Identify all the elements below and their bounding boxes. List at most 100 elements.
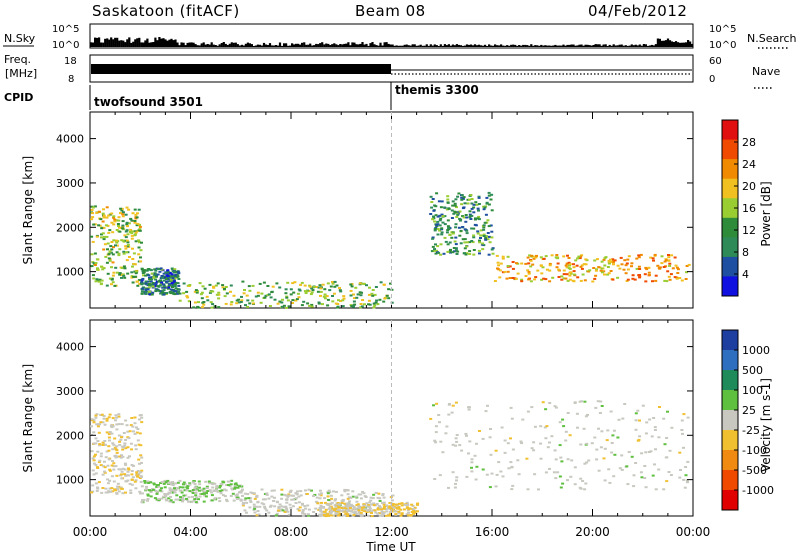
velocity-cell (280, 497, 284, 500)
power-cell (685, 271, 688, 274)
power-cell (622, 268, 626, 271)
power-cbar-swatch (722, 276, 738, 297)
power-cell (246, 305, 250, 308)
power-cell (173, 277, 177, 280)
power-cell (618, 267, 622, 270)
velocity-cell (407, 514, 411, 517)
velocity-cell (643, 465, 647, 467)
velocity-cell (140, 485, 144, 488)
velocity-cell (130, 464, 134, 466)
velocity-cell (313, 493, 317, 496)
power-cell (367, 303, 370, 306)
velocity-cell (255, 505, 259, 508)
power-cell (338, 289, 342, 292)
velocity-cell (124, 447, 128, 450)
velocity-cell (117, 413, 121, 416)
velocity-cell (114, 448, 118, 451)
nsky-bar (524, 44, 527, 47)
velocity-cell (388, 505, 392, 508)
velocity-cell (99, 414, 103, 416)
power-cell (638, 276, 642, 279)
nsky-bar (389, 44, 392, 47)
velocity-cell (304, 489, 307, 492)
velocity-cell (511, 448, 515, 451)
power-cell (376, 303, 380, 306)
velocity-cell (96, 423, 100, 426)
velocity-cell (596, 400, 600, 403)
nsky-bar (632, 45, 635, 47)
power-cell (124, 247, 128, 250)
velocity-cell (654, 448, 657, 451)
power-cell (122, 265, 126, 268)
velocity-cell (568, 434, 572, 437)
nsky-bar (399, 45, 402, 47)
velocity-cell (349, 510, 353, 513)
power-cell (282, 304, 286, 307)
velocity-cell (225, 498, 228, 501)
nsky-bar (437, 46, 440, 47)
velocity-cell (412, 507, 416, 510)
velocity-cell (160, 480, 164, 483)
velocity-cell (283, 506, 287, 509)
power-cell (294, 299, 298, 302)
power-ytick-label: 4000 (56, 133, 84, 146)
velocity-cell (290, 494, 294, 497)
velocity-cell (139, 444, 143, 447)
velocity-cell (126, 456, 130, 459)
velocity-cell (361, 490, 364, 493)
power-cell (306, 302, 310, 305)
power-cell (121, 239, 125, 242)
velocity-cell (301, 512, 304, 515)
nsky-bar (309, 43, 312, 47)
power-cell (451, 232, 455, 235)
power-cell (382, 283, 386, 286)
nsky-bar (395, 45, 398, 47)
velocity-cell (684, 466, 688, 468)
velocity-cell (342, 507, 346, 509)
velocity-cell (539, 457, 543, 460)
power-cell (564, 277, 568, 280)
power-cell (150, 278, 154, 281)
power-cell (143, 291, 147, 294)
vel-cbar-tick-label: -500 (742, 464, 767, 477)
velocity-cell (381, 494, 385, 497)
power-cell (107, 257, 111, 260)
velocity-cell (625, 465, 629, 468)
power-cell (660, 262, 664, 265)
velocity-cell (218, 490, 222, 492)
power-cell (96, 279, 100, 282)
velocity-cell (369, 503, 373, 506)
power-cell (273, 298, 277, 301)
power-cell (658, 267, 662, 270)
power-cell (443, 215, 447, 218)
power-cell (478, 252, 481, 255)
velocity-cell (465, 434, 468, 437)
nsky-bar (648, 45, 651, 47)
power-colorbar-label: Power [dB] (759, 181, 773, 246)
power-cell (363, 303, 366, 306)
power-cell (98, 224, 102, 227)
power-cell (112, 215, 116, 218)
velocity-cell (140, 461, 143, 464)
power-cell (611, 278, 615, 281)
power-cell (201, 285, 205, 288)
velocity-cell (368, 507, 372, 510)
power-cell (487, 203, 491, 206)
velocity-cell (280, 493, 284, 496)
power-cell (166, 274, 170, 277)
power-cell (442, 252, 446, 255)
nsky-bar (457, 44, 460, 47)
velocity-cell (644, 451, 648, 454)
power-cell (616, 264, 620, 267)
velocity-cell (233, 487, 237, 490)
power-cell (169, 284, 173, 287)
power-cell (440, 213, 444, 216)
velocity-cell (509, 437, 512, 440)
velocity-cell (129, 442, 133, 445)
velocity-cell (136, 439, 140, 442)
velocity-cell (662, 488, 666, 491)
power-cell (291, 299, 295, 302)
power-cell (477, 203, 481, 205)
velocity-cell (334, 513, 338, 516)
power-cell (260, 292, 264, 295)
